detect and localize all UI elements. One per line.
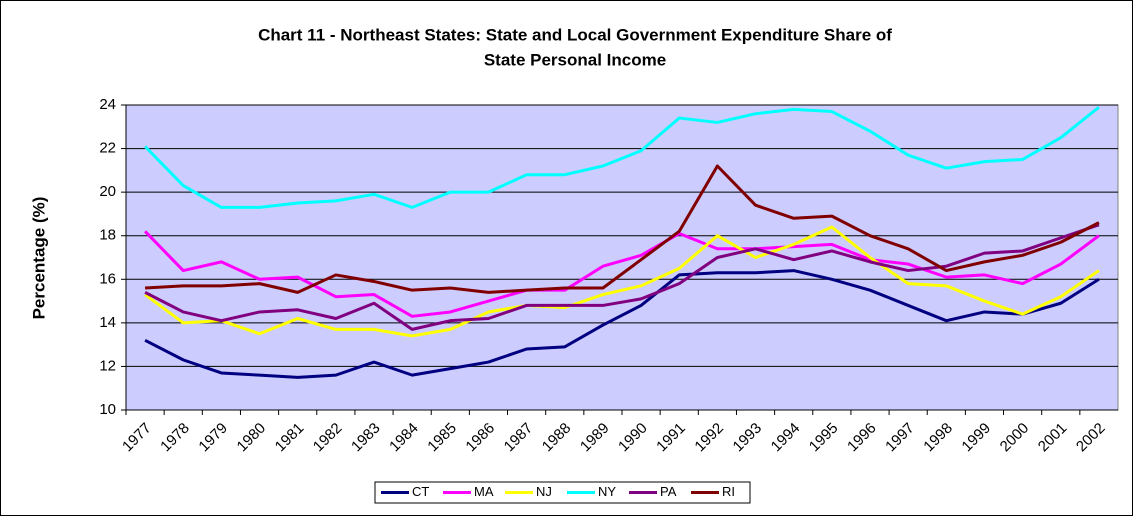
- y-axis-label: Percentage (%): [29, 197, 48, 320]
- legend-box: [374, 481, 751, 504]
- chart-title: State Personal Income: [484, 50, 666, 69]
- y-tick-label: 12: [99, 357, 116, 374]
- legend-label: RI: [722, 484, 735, 499]
- y-tick-label: 10: [99, 401, 116, 418]
- y-tick-label: 20: [99, 183, 116, 200]
- y-tick-label: 24: [99, 96, 116, 113]
- legend-label: CT: [412, 484, 429, 499]
- series-line: [144, 164, 1100, 294]
- legend-label: NJ: [536, 484, 552, 499]
- y-tick-label: 22: [99, 140, 116, 157]
- chart-title: Chart 11 - Northeast States: State and L…: [258, 25, 892, 44]
- legend-label: PA: [660, 484, 677, 499]
- legend-label: NY: [598, 484, 616, 499]
- series-line: [144, 230, 1100, 318]
- plot-area: [125, 104, 1119, 411]
- y-tick-label: 14: [99, 314, 116, 331]
- y-tick-label: 18: [99, 227, 116, 244]
- series-line: [144, 269, 1100, 379]
- legend-label: MA: [474, 484, 494, 499]
- y-tick-label: 16: [99, 270, 116, 287]
- series-line: [144, 225, 1100, 338]
- series-line: [144, 106, 1100, 209]
